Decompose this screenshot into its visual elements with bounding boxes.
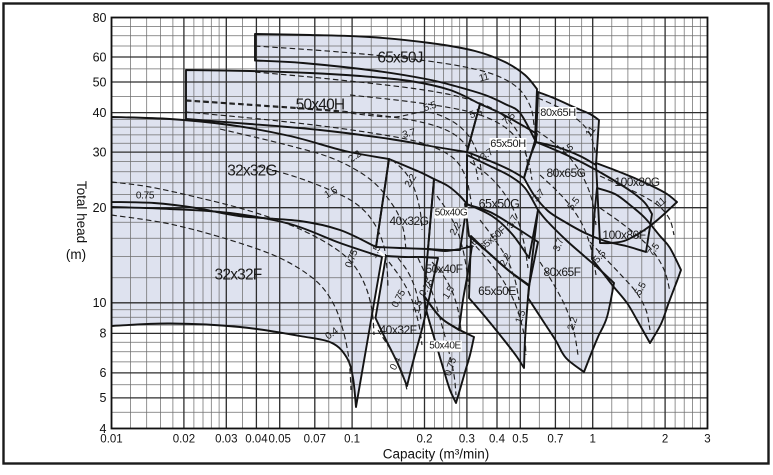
svg-text:5.5: 5.5 [468,107,484,122]
svg-text:40x32G: 40x32G [389,214,428,228]
svg-text:6: 6 [100,366,107,380]
svg-text:80x65H: 80x65H [540,107,576,119]
svg-text:Capacity (m³/min): Capacity (m³/min) [383,447,490,462]
svg-text:0.2: 0.2 [417,434,433,446]
svg-text:32x32F: 32x32F [215,267,262,284]
svg-text:1.5: 1.5 [514,308,529,325]
svg-text:80x65F: 80x65F [543,265,580,279]
svg-text:50: 50 [93,75,107,89]
svg-text:0.7: 0.7 [547,434,563,446]
svg-text:100x80G: 100x80G [614,175,659,189]
svg-text:40: 40 [93,106,107,120]
svg-text:30: 30 [93,145,107,159]
svg-text:3: 3 [704,434,710,446]
svg-text:5.5: 5.5 [422,100,438,115]
svg-text:11: 11 [478,71,491,84]
svg-text:0.3: 0.3 [459,434,475,446]
svg-text:50x40F: 50x40F [425,262,462,276]
svg-text:8: 8 [100,327,107,341]
svg-text:0.1: 0.1 [344,434,360,446]
svg-text:0.01: 0.01 [100,434,122,446]
svg-text:80x65G: 80x65G [546,166,585,180]
svg-text:50x40E: 50x40E [429,341,461,352]
svg-text:32x32G: 32x32G [227,163,277,180]
svg-text:0.05: 0.05 [269,434,291,446]
svg-text:1.5: 1.5 [368,243,384,260]
svg-text:50x40G: 50x40G [435,208,468,219]
svg-text:65x50J: 65x50J [377,50,422,67]
svg-text:0.75: 0.75 [136,191,155,202]
svg-text:3.7: 3.7 [551,236,566,253]
svg-text:20: 20 [93,201,107,215]
svg-text:0.02: 0.02 [173,434,195,446]
svg-text:(m): (m) [66,247,86,262]
svg-text:0.4: 0.4 [489,434,506,446]
svg-text:1: 1 [589,434,595,446]
svg-text:65x50H: 65x50H [490,138,526,150]
svg-text:65x50G: 65x50G [479,197,520,211]
svg-text:1.5: 1.5 [411,299,425,315]
svg-text:4: 4 [100,422,107,436]
svg-text:0.03: 0.03 [215,434,237,446]
svg-text:100x80F: 100x80F [602,228,645,242]
svg-text:0.5: 0.5 [512,434,528,446]
svg-text:Total head: Total head [74,181,89,243]
svg-text:40x32F: 40x32F [379,323,416,337]
svg-text:0.04: 0.04 [245,434,268,446]
svg-text:60: 60 [93,50,107,64]
svg-text:50x40H: 50x40H [296,97,345,114]
svg-text:5: 5 [100,391,107,405]
svg-text:3.7: 3.7 [401,127,417,141]
svg-text:2.2: 2.2 [566,315,581,331]
svg-text:10: 10 [93,296,107,310]
svg-text:65x50E: 65x50E [478,284,516,298]
svg-text:80: 80 [93,11,107,25]
svg-text:2: 2 [662,434,668,446]
svg-text:0.07: 0.07 [304,434,326,446]
